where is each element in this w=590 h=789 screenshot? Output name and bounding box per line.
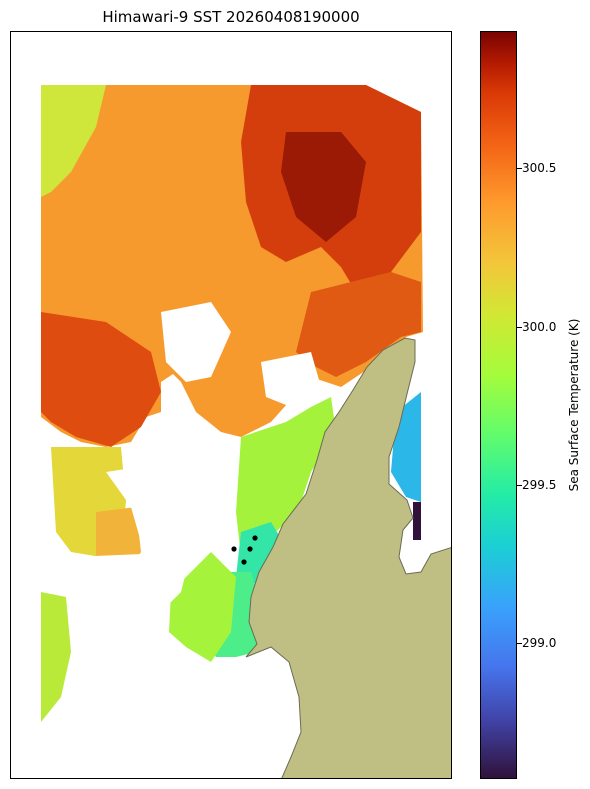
cloud-gap bbox=[261, 352, 321, 407]
sst-hot-east bbox=[296, 272, 421, 377]
cloud-gap bbox=[71, 552, 191, 652]
sst-cyan-coast bbox=[236, 522, 286, 587]
marker-point bbox=[247, 546, 253, 552]
sst-far-west bbox=[41, 592, 71, 722]
cloud-gap bbox=[106, 462, 191, 542]
colorbar-tick bbox=[517, 168, 522, 169]
map-panel[interactable] bbox=[10, 31, 452, 779]
map-title: Himawari-9 SST 20260408190000 bbox=[102, 8, 360, 26]
colorbar-tick-label: 300.5 bbox=[522, 161, 557, 175]
sst-map bbox=[41, 85, 451, 778]
colorbar-tick-label: 300.0 bbox=[522, 320, 557, 334]
land-area bbox=[245, 337, 451, 778]
marker-point bbox=[241, 559, 247, 565]
colorbar-label: Sea Surface Temperature (K) bbox=[567, 318, 581, 492]
sst-green-south bbox=[169, 552, 236, 662]
cloud-gap bbox=[161, 302, 231, 382]
sst-cold-pocket bbox=[413, 502, 421, 540]
colorbar-tick-label: 299.0 bbox=[522, 636, 557, 650]
sst-warm-west bbox=[41, 312, 161, 447]
sst-hottest-core bbox=[281, 132, 366, 242]
colorbar-tick bbox=[517, 485, 522, 486]
sst-green-north bbox=[41, 85, 106, 197]
colorbar-tick bbox=[517, 643, 522, 644]
colorbar-tick bbox=[517, 327, 522, 328]
colorbar-tick-label: 299.5 bbox=[522, 478, 557, 492]
colorbar bbox=[480, 31, 517, 779]
marker-point bbox=[252, 535, 258, 541]
marker-point bbox=[231, 546, 237, 552]
sst-mid-east bbox=[236, 397, 336, 557]
